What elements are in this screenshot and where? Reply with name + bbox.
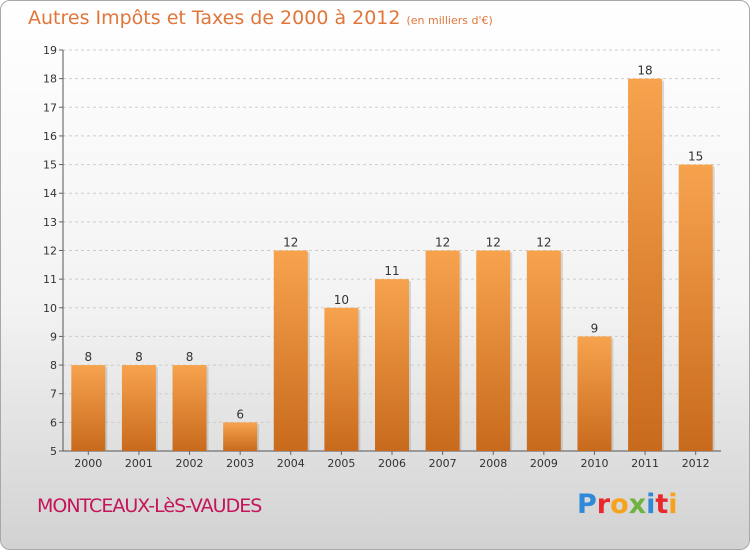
y-tick-label: 16 xyxy=(43,130,57,143)
y-tick-label: 7 xyxy=(50,388,57,401)
y-tick-label: 5 xyxy=(50,445,57,458)
bar-2009 xyxy=(526,250,561,451)
x-tick-label: 2012 xyxy=(682,457,710,470)
data-label: 12 xyxy=(486,236,501,250)
logo-letter: i xyxy=(646,489,656,520)
data-label: 12 xyxy=(283,236,298,250)
bar-2006 xyxy=(375,279,409,451)
labels: 5 6 7 8 9 10 11 12 13 14 15 16 17 18 19 8 2000 8 2001 8 2002… xyxy=(43,44,710,470)
logo-letter: i xyxy=(668,489,678,520)
data-label: 8 xyxy=(186,350,194,364)
chart-title-text: Autres Impôts et Taxes de 2000 à 2012 xyxy=(28,7,401,29)
y-tick-label: 12 xyxy=(43,245,57,258)
logo-letter: x xyxy=(628,489,647,520)
y-tick-label: 17 xyxy=(43,101,57,114)
x-tick-label: 2005 xyxy=(327,457,355,470)
x-tick-label: 2009 xyxy=(530,457,558,470)
bar-2005 xyxy=(324,307,359,451)
logo-letter: P xyxy=(577,489,597,520)
bar-2010 xyxy=(577,336,612,451)
y-tick-label: 8 xyxy=(50,359,57,372)
bars xyxy=(71,78,715,452)
data-label: 11 xyxy=(384,264,399,278)
x-tick-label: 2002 xyxy=(176,457,204,470)
bar-2001 xyxy=(121,365,156,451)
bar-2012 xyxy=(678,164,713,452)
chart-title: Autres Impôts et Taxes de 2000 à 2012 (en… xyxy=(28,7,493,29)
x-tick-label: 2010 xyxy=(580,457,608,470)
data-label: 12 xyxy=(536,236,551,250)
x-tick-label: 2000 xyxy=(74,457,102,470)
y-tick-label: 6 xyxy=(50,416,57,429)
data-label: 6 xyxy=(236,407,244,421)
logo-letter: t xyxy=(655,489,669,520)
chart-title-unit: (en milliers d'€) xyxy=(406,14,493,27)
bar-2002 xyxy=(172,365,207,451)
x-tick-label: 2006 xyxy=(378,457,406,470)
logo-letter: o xyxy=(610,489,629,520)
bar-2003 xyxy=(223,422,258,451)
bar-2007 xyxy=(425,250,460,451)
x-tick-label: 2001 xyxy=(125,457,153,470)
data-label: 8 xyxy=(84,350,92,364)
y-tick-label: 10 xyxy=(43,302,57,315)
x-tick-label: 2004 xyxy=(277,457,305,470)
data-label: 9 xyxy=(591,321,599,335)
bar-2004 xyxy=(273,250,308,451)
bar-2011 xyxy=(628,78,663,452)
data-label: 15 xyxy=(688,150,703,164)
x-tick-label: 2011 xyxy=(631,457,659,470)
data-label: 18 xyxy=(637,64,652,78)
y-tick-label: 11 xyxy=(43,273,57,286)
y-tick-label: 15 xyxy=(43,159,57,172)
y-tick-label: 14 xyxy=(43,187,57,200)
data-label: 8 xyxy=(135,350,143,364)
y-tick-label: 19 xyxy=(43,44,57,57)
y-tick-label: 18 xyxy=(43,73,57,86)
x-tick-label: 2008 xyxy=(479,457,507,470)
y-tick-label: 13 xyxy=(43,216,57,229)
x-tick-label: 2007 xyxy=(429,457,457,470)
data-label: 12 xyxy=(435,236,450,250)
y-tick-label: 9 xyxy=(50,330,57,343)
proxiti-logo: Proxiti xyxy=(577,489,678,520)
data-label: 10 xyxy=(334,293,349,307)
place-name: MONTCEAUX-LèS-VAUDES xyxy=(37,495,262,517)
bar-2000 xyxy=(71,365,106,451)
logo-letter: r xyxy=(596,489,611,520)
x-tick-label: 2003 xyxy=(226,457,254,470)
bar-2008 xyxy=(476,250,511,451)
